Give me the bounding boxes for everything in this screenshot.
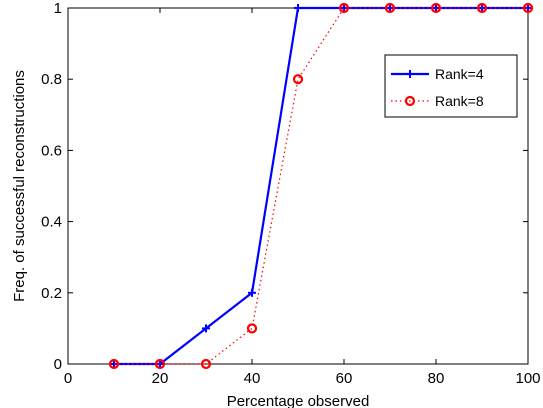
x-tick-label-5: 100	[515, 370, 540, 387]
x-tick-label-2: 40	[244, 370, 261, 387]
data-point-1-2	[200, 358, 212, 370]
x-tick-label-1: 20	[152, 370, 169, 387]
x-tick-label-0: 0	[64, 370, 72, 387]
y-tick-label-5: 1	[54, 0, 62, 17]
data-point-0-3	[248, 288, 256, 297]
data-point-0-9	[524, 4, 532, 12]
data-point-1-8	[476, 2, 488, 14]
legend-label-1: Rank=8	[435, 93, 484, 109]
data-point-1-7	[430, 2, 442, 14]
legend-marker-1	[404, 95, 416, 107]
x-tick-label-4: 80	[428, 370, 445, 387]
series-1	[108, 2, 534, 370]
y-axis: 0 0.2 0.4 0.6 0.8 1	[41, 0, 528, 373]
y-tick-label-3: 0.6	[41, 142, 62, 159]
y-axis-label: Freq. of successful reconstructions	[11, 70, 28, 302]
data-point-1-1	[154, 358, 166, 370]
data-point-1-5	[338, 2, 350, 14]
data-point-1-6	[384, 2, 396, 14]
data-point-0-4	[294, 4, 302, 12]
legend: Rank=4 Rank=8	[384, 54, 518, 118]
series-layer	[108, 2, 534, 370]
legend-item-0: Rank=4	[391, 66, 484, 82]
series-line-1	[114, 7, 528, 365]
legend-label-0: Rank=4	[435, 66, 484, 82]
x-tick-label-3: 60	[336, 370, 353, 387]
legend-marker-0	[406, 70, 414, 78]
data-point-1-3	[246, 323, 258, 334]
y-tick-label-4: 0.8	[41, 71, 62, 88]
data-point-0-2	[202, 324, 210, 333]
y-tick-label-0: 0	[54, 356, 62, 373]
y-tick-label-1: 0.2	[41, 285, 62, 302]
legend-item-1: Rank=8	[391, 93, 484, 109]
y-tick-label-2: 0.4	[41, 214, 62, 231]
x-axis-label: Percentage observed	[227, 393, 370, 408]
data-point-0-7	[432, 4, 440, 12]
data-point-1-9	[522, 2, 534, 14]
legend-box	[384, 54, 518, 118]
data-point-1-0	[108, 358, 120, 370]
data-point-1-4	[292, 74, 304, 85]
